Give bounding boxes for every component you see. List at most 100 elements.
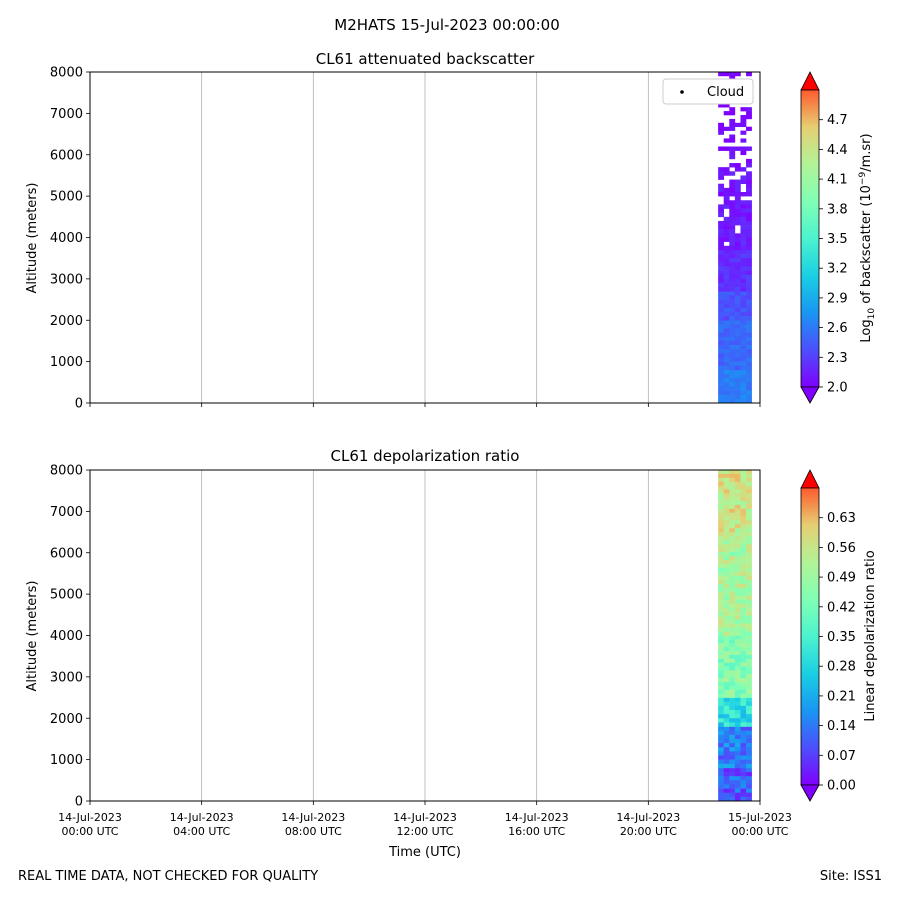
heatmap-cell bbox=[718, 689, 725, 694]
heatmap-cell bbox=[723, 540, 730, 545]
heatmap-cell bbox=[740, 212, 747, 218]
heatmap-cell bbox=[718, 722, 725, 727]
heatmap-cell bbox=[729, 734, 736, 740]
heatmap-cell bbox=[746, 682, 752, 687]
heatmap-cell bbox=[729, 759, 736, 765]
heatmap-cell bbox=[740, 666, 747, 671]
heatmap-cell bbox=[718, 508, 725, 513]
heatmap-cell bbox=[734, 72, 741, 77]
heatmap-cell bbox=[723, 619, 730, 624]
heatmap-cell bbox=[734, 481, 741, 486]
xtick-label-time: 16:00 UTC bbox=[508, 825, 565, 838]
heatmap-cell bbox=[718, 374, 725, 379]
heatmap-cell bbox=[718, 382, 725, 387]
heatmap-cell bbox=[746, 504, 752, 510]
heatmap-cell bbox=[723, 559, 730, 565]
heatmap-cell bbox=[729, 249, 736, 255]
heatmap-cell bbox=[729, 567, 736, 573]
colorbar-tick-label: 3.5 bbox=[827, 232, 848, 247]
heatmap-cell bbox=[723, 784, 730, 789]
heatmap-cell bbox=[718, 682, 725, 687]
figure-suptitle: M2HATS 15-Jul-2023 00:00:00 bbox=[334, 16, 559, 34]
heatmap-cell bbox=[746, 146, 752, 151]
heatmap-cell bbox=[740, 792, 747, 798]
heatmap-cell bbox=[734, 599, 741, 604]
heatmap-cell bbox=[718, 685, 725, 691]
heatmap-cell bbox=[723, 528, 730, 533]
heatmap-cell bbox=[729, 611, 736, 616]
heatmap-cell bbox=[723, 311, 730, 317]
heatmap-cell bbox=[723, 670, 730, 675]
heatmap-cell bbox=[740, 470, 747, 475]
heatmap-cell bbox=[723, 701, 730, 707]
heatmap-cell bbox=[718, 615, 725, 620]
heatmap-cell bbox=[723, 796, 730, 802]
heatmap-cell bbox=[723, 591, 730, 597]
heatmap-cell bbox=[723, 532, 730, 537]
heatmap-cell bbox=[746, 378, 752, 383]
heatmap-cell bbox=[734, 353, 741, 358]
heatmap-cell bbox=[734, 278, 741, 284]
colorbar-tick-label: 0.28 bbox=[827, 660, 856, 675]
heatmap-cell bbox=[746, 374, 752, 379]
heatmap-cell bbox=[718, 283, 725, 288]
heatmap-cell bbox=[746, 316, 752, 321]
xtick-label-date: 14-Jul-2023 bbox=[616, 811, 680, 824]
heatmap-cell bbox=[718, 481, 725, 486]
heatmap-cell bbox=[734, 212, 741, 218]
heatmap-cell bbox=[718, 477, 725, 482]
heatmap-cell bbox=[723, 299, 730, 304]
heatmap-cell bbox=[718, 187, 725, 193]
heatmap-cell bbox=[718, 345, 725, 350]
heatmap-cell bbox=[746, 666, 752, 671]
heatmap-cell bbox=[729, 295, 736, 300]
heatmap-cell bbox=[723, 555, 730, 561]
heatmap-cell bbox=[740, 595, 747, 600]
heatmap-cell bbox=[734, 295, 741, 300]
heatmap-cell bbox=[723, 627, 730, 632]
heatmap-cell bbox=[740, 258, 747, 263]
heatmap-cell bbox=[746, 583, 752, 589]
colorbar-tick-label: 4.1 bbox=[827, 173, 848, 188]
colorbar-tick-label: 0.07 bbox=[827, 749, 856, 764]
ytick-label: 0 bbox=[75, 795, 83, 810]
heatmap-cell bbox=[718, 551, 725, 557]
heatmap-cell bbox=[734, 705, 741, 711]
depolarization-ylabel: Altitude (meters) bbox=[25, 581, 40, 692]
heatmap-cell bbox=[740, 287, 747, 292]
heatmap-cell bbox=[746, 307, 752, 313]
heatmap-cell bbox=[746, 225, 752, 230]
heatmap-cell bbox=[740, 763, 747, 769]
heatmap-cell bbox=[723, 349, 730, 354]
heatmap-cell bbox=[734, 701, 741, 707]
heatmap-cell bbox=[729, 111, 736, 116]
ytick-label: 2000 bbox=[50, 314, 83, 329]
heatmap-cell bbox=[746, 631, 752, 636]
heatmap-cell bbox=[734, 349, 741, 354]
xtick-label-time: 04:00 UTC bbox=[173, 825, 230, 838]
legend-box[interactable]: Cloud bbox=[662, 78, 754, 105]
heatmap-cell bbox=[740, 623, 747, 628]
heatmap-cell bbox=[729, 651, 736, 656]
heatmap-cell bbox=[729, 386, 736, 391]
heatmap-cell bbox=[729, 229, 736, 234]
heatmap-cell bbox=[718, 536, 725, 541]
heatmap-cell bbox=[729, 134, 736, 139]
heatmap-cell bbox=[734, 489, 741, 494]
heatmap-cell bbox=[746, 654, 752, 660]
heatmap-cell bbox=[723, 599, 730, 604]
heatmap-cell bbox=[729, 378, 736, 383]
heatmap-cell bbox=[740, 320, 747, 325]
heatmap-cell bbox=[723, 138, 730, 143]
heatmap-cell bbox=[740, 241, 747, 247]
heatmap-cell bbox=[740, 697, 747, 702]
heatmap-cell bbox=[740, 216, 747, 222]
heatmap-cell bbox=[729, 559, 736, 565]
heatmap-cell bbox=[740, 477, 747, 482]
heatmap-cell bbox=[740, 772, 747, 777]
heatmap-cell bbox=[734, 796, 741, 802]
xtick-label-date: 14-Jul-2023 bbox=[281, 811, 345, 824]
heatmap-cell bbox=[746, 212, 752, 218]
heatmap-cell bbox=[746, 303, 752, 309]
heatmap-cell bbox=[740, 788, 747, 794]
